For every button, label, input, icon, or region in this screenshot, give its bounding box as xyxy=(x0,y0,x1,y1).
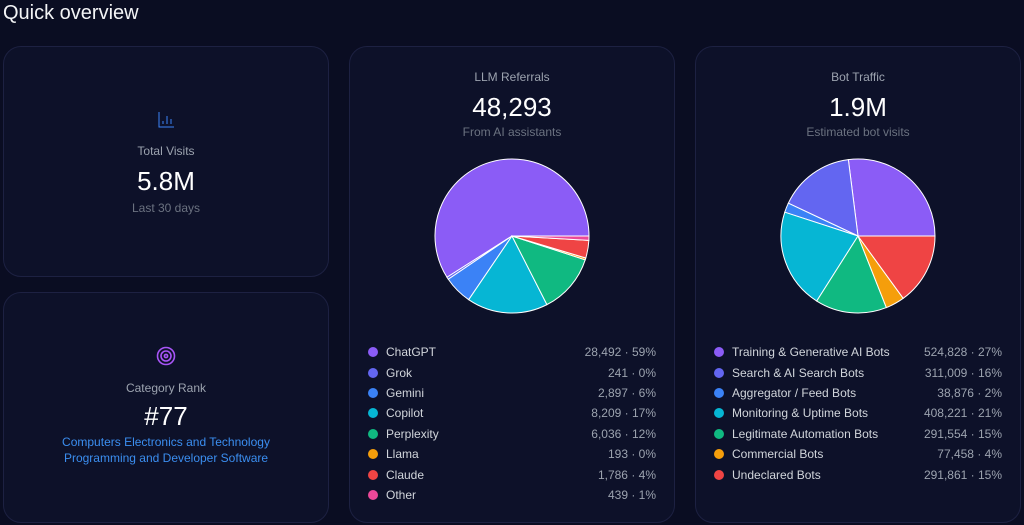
legend-item: Llama 193 · 0% xyxy=(368,444,656,464)
legend-item: Aggregator / Feed Bots 38,876 · 2% xyxy=(714,383,1002,403)
legend-dot xyxy=(714,449,724,460)
pie-slice-copilot[interactable] xyxy=(468,235,548,314)
legend-item: Other 439 · 1% xyxy=(368,485,656,505)
legend-dot xyxy=(714,408,724,419)
legend-name: Undeclared Bots xyxy=(732,467,821,482)
legend-item: Copilot 8,209 · 17% xyxy=(368,403,656,423)
legend-item: Perplexity 6,036 · 12% xyxy=(368,424,656,444)
legend-item: ChatGPT 28,492 · 59% xyxy=(368,342,656,362)
legend-name: Legitimate Automation Bots xyxy=(732,426,879,441)
legend-item: Gemini 2,897 · 6% xyxy=(368,383,656,403)
bot-traffic-card: Bot Traffic 1.9M Estimated bot visits Tr… xyxy=(695,46,1021,523)
legend-name: Copilot xyxy=(386,406,424,421)
legend-value: 311,009 · 16% xyxy=(924,365,1002,380)
llm-value: 48,293 xyxy=(472,92,552,122)
total-visits-value: 5.8M xyxy=(137,166,195,196)
bar-chart-icon xyxy=(158,112,174,128)
category-link[interactable]: Computers Electronics and Technology xyxy=(62,435,270,449)
legend-name: Claude xyxy=(386,467,425,482)
llm-legend: ChatGPT 28,492 · 59% Grok 241 · 0% Gemini 2,8… xyxy=(368,342,656,505)
legend-item: Grok 241 · 0% xyxy=(368,362,656,382)
legend-value: 241 · 0% xyxy=(607,365,656,380)
legend-dot xyxy=(368,408,378,419)
legend-item: Legitimate Automation Bots 291,554 · 15% xyxy=(714,424,1002,444)
pie-slice-other[interactable] xyxy=(511,235,590,241)
legend-item: Commercial Bots 77,458 · 4% xyxy=(714,444,1002,464)
legend-name: Other xyxy=(386,487,417,502)
legend-item: Search & AI Search Bots 311,009 · 16% xyxy=(714,362,1002,382)
total-visits-card: Total Visits 5.8M Last 30 days xyxy=(3,46,329,277)
legend-name: Llama xyxy=(386,447,419,462)
legend-value: 6,036 · 12% xyxy=(591,426,656,441)
bots-value: 1.9M xyxy=(829,92,887,122)
llm-referrals-card: LLM Referrals 48,293 From AI assistants … xyxy=(349,46,675,523)
legend-name: ChatGPT xyxy=(386,345,437,360)
legend-dot xyxy=(714,469,724,480)
legend-value: 8,209 · 17% xyxy=(591,406,656,421)
llm-title: LLM Referrals xyxy=(474,70,550,84)
legend-value: 193 · 0% xyxy=(607,447,656,462)
legend-value: 524,828 · 27% xyxy=(923,345,1002,360)
legend-name: Gemini xyxy=(386,385,425,400)
category-rank-label: Category Rank xyxy=(125,381,207,395)
legend-name: Training & Generative AI Bots xyxy=(732,345,890,360)
bots-sub: Estimated bot visits xyxy=(806,125,910,139)
total-visits-sub: Last 30 days xyxy=(131,201,201,215)
page-title: Quick overview xyxy=(3,2,139,24)
pie-slice-legitimate-automation-bots[interactable] xyxy=(816,234,887,314)
legend-dot xyxy=(368,387,378,398)
legend-item: Training & Generative AI Bots 524,828 · 2… xyxy=(714,342,1002,362)
legend-dot xyxy=(368,489,378,500)
legend-value: 291,554 · 15% xyxy=(923,426,1002,441)
llm-sub: From AI assistants xyxy=(462,125,562,139)
pie-slice-training-generative-ai-bots[interactable] xyxy=(847,158,936,237)
bots-title: Bot Traffic xyxy=(831,70,885,84)
subcategory-link[interactable]: Programming and Developer Software xyxy=(63,451,269,465)
legend-name: Perplexity xyxy=(386,426,439,441)
pie-slice-monitoring-uptime-bots[interactable] xyxy=(780,211,859,302)
legend-dot xyxy=(368,449,378,460)
legend-item: Claude 1,786 · 4% xyxy=(368,464,656,484)
legend-name: Commercial Bots xyxy=(732,447,824,462)
legend-name: Grok xyxy=(386,365,413,380)
legend-value: 38,876 · 2% xyxy=(937,385,1002,400)
pie-slice-chatgpt[interactable] xyxy=(434,158,590,278)
pie-slice-undeclared-bots[interactable] xyxy=(857,235,936,300)
legend-value: 77,458 · 4% xyxy=(937,447,1002,462)
legend-dot xyxy=(368,428,378,439)
total-visits-label: Total Visits xyxy=(137,144,195,158)
legend-dot xyxy=(714,347,724,358)
legend-value: 1,786 · 4% xyxy=(597,467,656,482)
target-icon xyxy=(156,346,176,366)
legend-item: Undeclared Bots 291,861 · 15% xyxy=(714,464,1002,484)
legend-value: 439 · 1% xyxy=(607,487,656,502)
legend-dot xyxy=(368,469,378,480)
legend-name: Search & AI Search Bots xyxy=(732,365,865,380)
llm-pie-chart xyxy=(434,158,590,314)
pie-slice-search-ai-search-bots[interactable] xyxy=(787,159,859,237)
legend-item: Monitoring & Uptime Bots 408,221 · 21% xyxy=(714,403,1002,423)
category-rank-card: Category Rank #77 Computers Electronics … xyxy=(3,292,329,523)
bot-pie-chart xyxy=(780,158,936,314)
legend-dot xyxy=(368,347,378,358)
category-rank-value: #77 xyxy=(144,401,188,431)
legend-dot xyxy=(714,387,724,398)
pie-slice-perplexity[interactable] xyxy=(511,235,586,306)
legend-value: 408,221 · 21% xyxy=(923,406,1002,421)
legend-value: 2,897 · 6% xyxy=(597,385,656,400)
bots-legend: Training & Generative AI Bots 524,828 · 2… xyxy=(714,342,1002,485)
legend-value: 28,492 · 59% xyxy=(584,345,656,360)
legend-name: Aggregator / Feed Bots xyxy=(732,385,857,400)
legend-dot xyxy=(714,367,724,378)
legend-value: 291,861 · 15% xyxy=(923,467,1002,482)
legend-dot xyxy=(714,428,724,439)
legend-name: Monitoring & Uptime Bots xyxy=(732,406,869,421)
legend-dot xyxy=(368,367,378,378)
